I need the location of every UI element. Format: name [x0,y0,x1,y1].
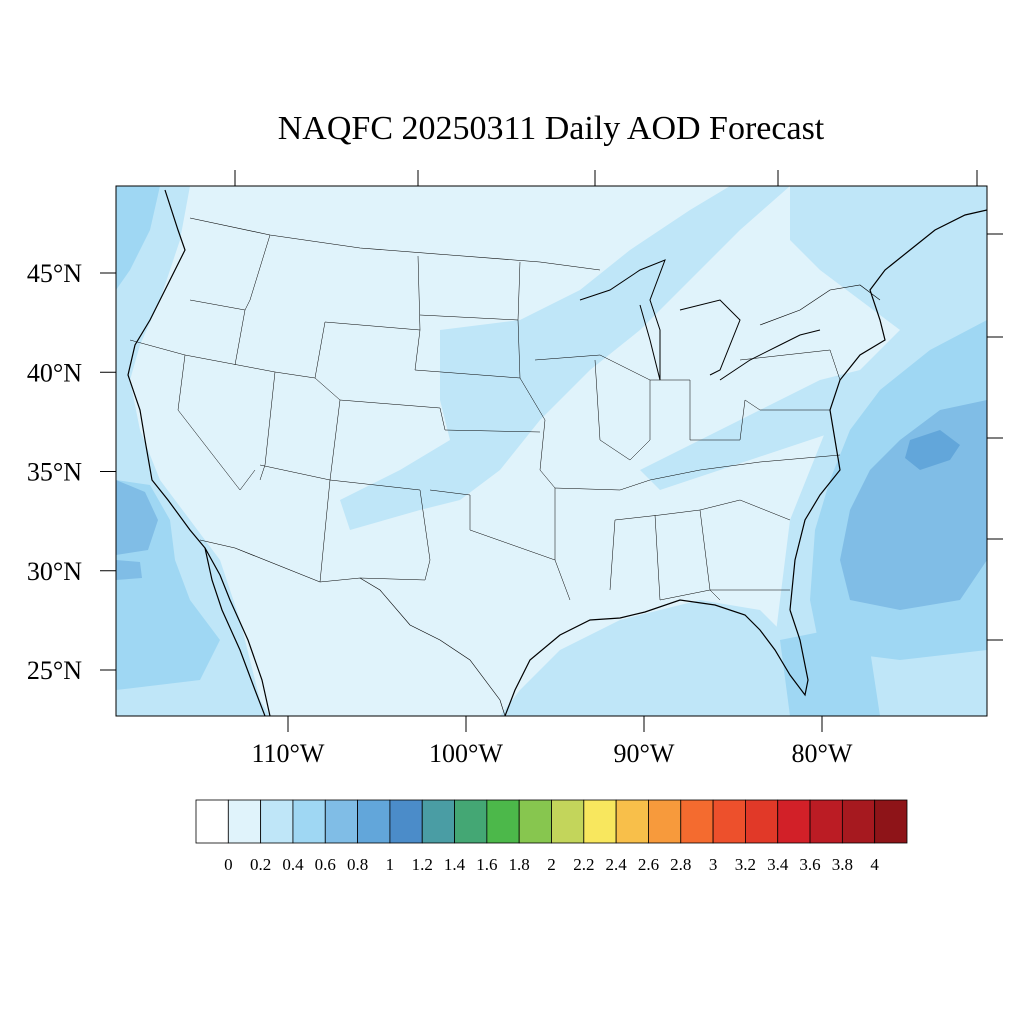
colorbar-label: 0 [224,855,233,874]
canada-border [189,217,881,326]
colorbar-swatch [227,799,262,844]
colorbar-swatch [260,799,294,844]
map-frame [115,185,988,717]
colorbar: 0 0.2 0.4 0.6 0.8 1 1.2 1.4 1.6 1.8 2 2.2 2.4 2.6 2.8 3… [195,799,908,874]
colorbar-swatch [292,799,326,844]
lon-tick-label: 80°W [792,739,853,768]
map-lines [127,189,987,716]
colorbar-label: 0.6 [315,855,336,874]
colorbar-label: 4 [870,855,879,874]
east-coastline [789,209,987,611]
lat-tick-label: 25°N [27,656,82,685]
colorbar-label: 2.4 [606,855,628,874]
lat-tick-label: 45°N [27,259,82,288]
colorbar-swatch [357,799,391,844]
colorbar-label: 3.8 [832,855,853,874]
colorbar-label: 1.6 [476,855,497,874]
lon-tick-label: 100°W [429,739,503,768]
lat-tick-label: 40°N [27,358,82,387]
colorbar-label: 0.2 [250,855,271,874]
colorbar-label: 1.4 [444,855,466,874]
aod-gulf-band [500,600,800,716]
aod-pacific-high-2 [116,560,142,580]
colorbar-swatch [648,799,682,844]
west-coastline [127,189,271,716]
aod-plains-band [340,186,790,530]
aod-pacific-high [116,480,158,555]
colorbar-label: 0.8 [347,855,368,874]
colorbar-swatch [745,799,779,844]
colorbar-swatch [583,799,617,844]
lon-tick-label: 90°W [614,739,675,768]
mexico-border [199,539,506,716]
latitude-axis: 45°N 40°N 35°N 30°N 25°N [27,259,116,685]
great-lakes [579,259,821,381]
colorbar-label: 0.4 [282,855,304,874]
aod-field [116,186,987,716]
frame-ticks [234,170,1003,641]
colorbar-label: 2 [547,855,556,874]
colorbar-swatch [712,799,746,844]
colorbar-swatch [615,799,649,844]
colorbar-label: 1.2 [412,855,433,874]
aod-northeast-band [790,186,987,330]
colorbar-swatch [551,799,585,844]
colorbar-label: 3.2 [735,855,756,874]
colorbar-label: 3 [709,855,718,874]
baja-coast [204,547,266,716]
gulf-coastline [504,599,809,716]
colorbar-swatch [518,799,552,844]
aod-appalachian-band [640,370,880,490]
colorbar-label: 3.4 [767,855,789,874]
colorbar-label: 2.2 [573,855,594,874]
colorbar-label: 2.6 [638,855,659,874]
colorbar-swatch [324,799,358,844]
longitude-axis: 110°W 100°W 90°W 80°W [252,716,853,768]
map-title: NAQFC 20250311 Daily AOD Forecast [277,110,825,147]
lat-tick-label: 35°N [27,458,82,487]
colorbar-swatch [389,799,423,844]
colorbar-swatch [680,799,714,844]
state-lines [129,234,841,601]
colorbar-label: 1.8 [509,855,530,874]
colorbar-swatch [421,799,455,844]
colorbar-swatch [809,799,843,844]
aod-atlantic-peak [905,430,960,470]
colorbar-swatch [874,799,908,844]
colorbar-label: 2.8 [670,855,691,874]
lon-tick-label: 110°W [252,739,325,768]
colorbar-label: 1 [386,855,395,874]
colorbar-swatch [777,799,811,844]
aod-pacific-band-2 [116,186,160,290]
colorbar-label: 3.6 [799,855,820,874]
colorbar-swatch [454,799,488,844]
colorbar-swatch [841,799,876,844]
colorbar-swatch [195,799,229,844]
lat-tick-label: 30°N [27,557,82,586]
colorbar-swatch [486,799,520,844]
